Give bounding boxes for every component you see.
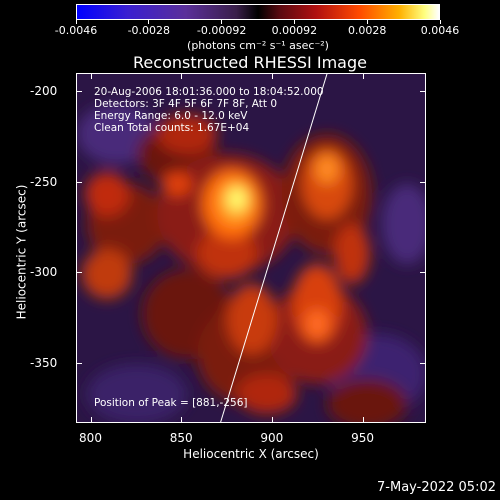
y-axis-tick-mark: [420, 272, 426, 274]
colorbar-tick-label: 0.0046: [420, 24, 460, 37]
x-axis-tick-label: 800: [79, 431, 102, 445]
image-title: Reconstructed RHESSI Image: [133, 53, 367, 72]
colorbar-tick-label: 0.0028: [347, 24, 387, 37]
x-axis-tick-mark: [362, 417, 364, 423]
x-axis-tick-mark: [90, 73, 92, 79]
colorbar: [76, 4, 440, 20]
y-axis-tick-mark: [76, 363, 82, 365]
y-axis-tick-mark: [420, 363, 426, 365]
info-line-energy: Energy Range: 6.0 - 12.0 keV: [94, 110, 248, 122]
y-axis-tick-label: -350: [30, 356, 58, 371]
colorbar-tick-label: -0.0046: [54, 24, 98, 37]
y-axis-tick-mark: [420, 91, 426, 93]
info-line-counts: Clean Total counts: 1.67E+04: [94, 122, 250, 134]
y-axis-tick-mark: [76, 272, 82, 274]
x-axis-tick-mark: [181, 73, 183, 79]
info-line-time: 20-Aug-2006 18:01:36.000 to 18:04:52.000: [94, 86, 324, 98]
y-axis-tick-label: -200: [30, 84, 58, 99]
rhessi-image-plot: 20-Aug-2006 18:01:36.000 to 18:04:52.000…: [76, 73, 426, 423]
colorbar-tick-label: 0.00092: [271, 24, 318, 37]
x-axis-tick-label: 950: [351, 431, 374, 445]
colorbar-units: (photons cm⁻² s⁻¹ asec⁻²): [187, 39, 329, 52]
colorbar-tick: [221, 20, 223, 24]
rhessi-image-map: [77, 74, 425, 422]
x-axis-label: Heliocentric X (arcsec): [183, 447, 319, 461]
footer-date: 7-May-2022 05:02: [377, 480, 496, 495]
colorbar-tick-label: -0.00092: [196, 24, 247, 37]
x-axis-tick-mark: [271, 417, 273, 423]
colorbar-tick: [75, 20, 77, 24]
y-axis-tick-mark: [420, 181, 426, 183]
solar-limb-line: [220, 74, 328, 422]
x-axis-tick-label: 900: [260, 431, 284, 445]
info-line-detectors: Detectors: 3F 4F 5F 6F 7F 8F, Att 0: [94, 98, 278, 110]
colorbar-tick: [293, 20, 295, 24]
peak-position-label: Position of Peak = [881,-256]: [94, 397, 248, 409]
emission-blobs: [77, 104, 425, 422]
x-axis-tick-mark: [90, 417, 92, 423]
y-axis-tick-label: -250: [30, 174, 58, 189]
y-axis-tick-label: -300: [30, 265, 58, 280]
colorbar-tick: [439, 20, 441, 24]
y-axis-label: Heliocentric Y (arcsec): [14, 184, 29, 320]
x-axis-tick-label: 850: [169, 431, 193, 445]
y-axis-tick-mark: [76, 181, 82, 183]
y-axis-tick-mark: [76, 91, 82, 93]
x-axis-tick-mark: [271, 73, 273, 79]
colorbar-tick: [148, 20, 150, 24]
x-axis-tick-mark: [181, 417, 183, 423]
colorbar-tick: [366, 20, 368, 24]
colorbar-tick-label: -0.0028: [127, 24, 171, 37]
x-axis-tick-mark: [362, 73, 364, 79]
